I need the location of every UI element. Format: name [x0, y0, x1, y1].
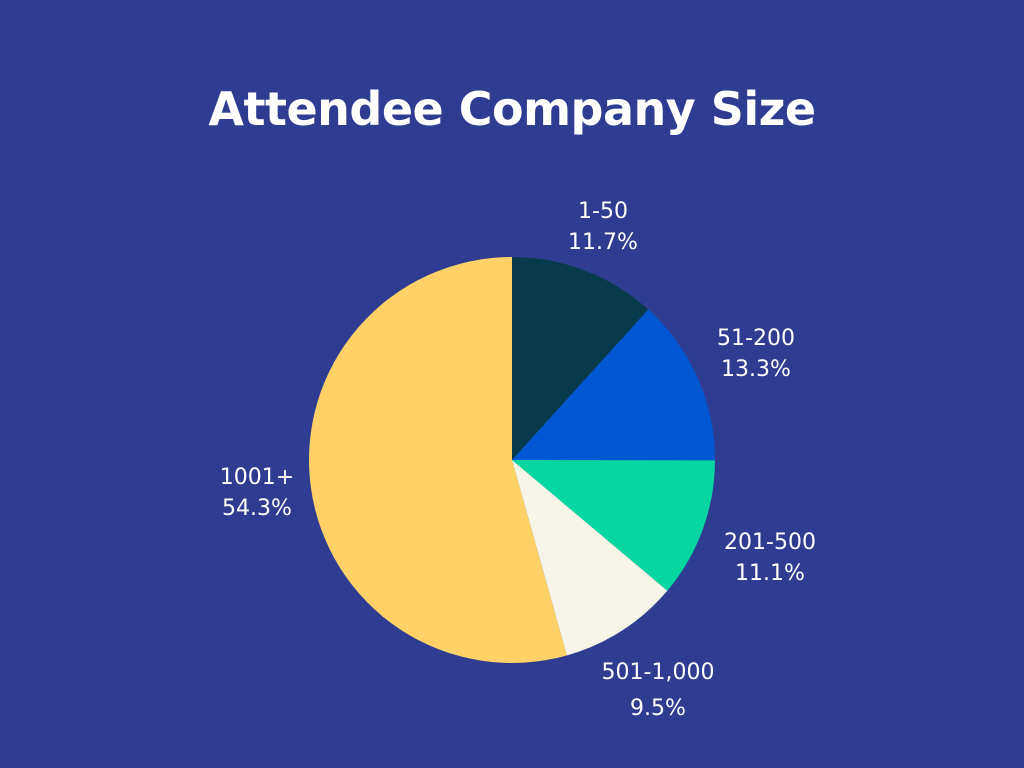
slice-category-label: 501-1,000: [602, 660, 715, 685]
slice-labels: 1-50 11.7% 51-200 13.3% 201-500 11.1% 501-1,00…: [220, 199, 816, 721]
pie-slice-1001: [309, 256, 567, 663]
slice-category-label: 1-50: [578, 199, 628, 224]
slice-category-label: 51-200: [717, 326, 795, 351]
slice-value-label: 54.3%: [222, 496, 292, 521]
pie-slice-201-500: [512, 460, 715, 591]
slice-value-label: 11.7%: [568, 230, 638, 255]
chart-title: Attendee Company Size: [208, 82, 816, 136]
pie-slices: [309, 256, 716, 663]
pie-slice-51-200: [512, 309, 716, 461]
pie-slice-1-50: [512, 257, 649, 460]
pie-slice-501-1-000: [512, 460, 668, 656]
slice-category-label: 201-500: [724, 530, 816, 555]
slice-category-label: 1001+: [220, 465, 294, 490]
slice-value-label: 13.3%: [721, 357, 791, 382]
slice-value-label: 11.1%: [735, 561, 805, 586]
slice-value-label: 9.5%: [630, 696, 686, 721]
